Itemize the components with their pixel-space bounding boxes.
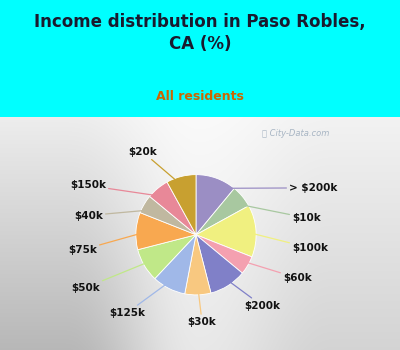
Wedge shape xyxy=(196,235,252,273)
Wedge shape xyxy=(150,182,196,235)
Wedge shape xyxy=(185,235,211,295)
Text: $200k: $200k xyxy=(225,278,280,311)
Text: $10k: $10k xyxy=(237,204,321,223)
Wedge shape xyxy=(167,175,196,235)
Wedge shape xyxy=(138,235,196,279)
Text: $60k: $60k xyxy=(241,261,312,283)
Text: ⓘ City-Data.com: ⓘ City-Data.com xyxy=(262,129,330,138)
Text: $20k: $20k xyxy=(128,147,182,185)
Wedge shape xyxy=(136,213,196,250)
Text: $150k: $150k xyxy=(70,181,162,196)
Wedge shape xyxy=(196,206,256,257)
Wedge shape xyxy=(196,235,242,293)
Text: $100k: $100k xyxy=(248,232,328,253)
Text: > $200k: > $200k xyxy=(216,183,338,193)
Text: $40k: $40k xyxy=(74,210,151,220)
Text: Income distribution in Paso Robles,
CA (%): Income distribution in Paso Robles, CA (… xyxy=(34,13,366,53)
Text: $125k: $125k xyxy=(109,280,171,318)
Wedge shape xyxy=(140,196,196,235)
Text: All residents: All residents xyxy=(156,90,244,103)
Wedge shape xyxy=(196,188,249,235)
Text: $30k: $30k xyxy=(188,287,216,327)
Wedge shape xyxy=(155,235,196,294)
Wedge shape xyxy=(196,175,234,235)
Text: $50k: $50k xyxy=(71,261,151,293)
Text: $75k: $75k xyxy=(68,232,144,255)
